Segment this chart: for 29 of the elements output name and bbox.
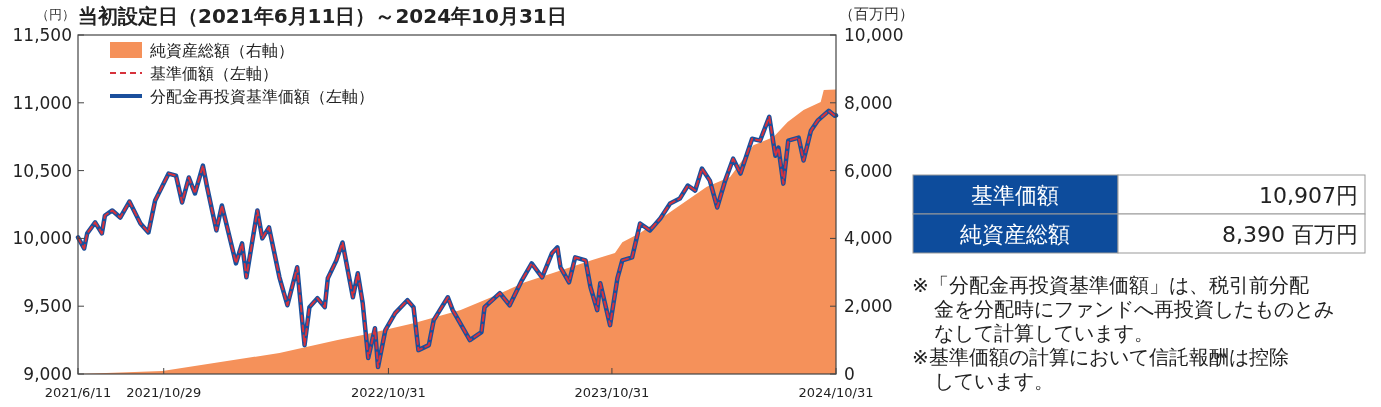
- text: 基準価額: [971, 182, 1059, 208]
- y2-tick-label: 10,000: [844, 24, 904, 45]
- text: 純資産総額: [960, 221, 1070, 247]
- chart-title: 当初設定日（2021年6月11日）～2024年10月31日: [78, 4, 567, 28]
- x-tick-label: 2024/10/31: [798, 385, 874, 400]
- y-tick-label: 11,000: [12, 92, 72, 113]
- text: ※「分配金再投資基準価額」は、税引前分配金を分配時にファンドへ再投資したものとみなして計算しています。: [912, 273, 1334, 345]
- y-tick-label: 10,000: [12, 228, 72, 249]
- y2-tick-label: 4,000: [844, 228, 893, 249]
- y-tick-label: 10,500: [12, 160, 72, 181]
- x-tick-label: 2022/10/31: [350, 385, 426, 400]
- y-axis-title: （円）: [36, 7, 75, 22]
- legend-label: 純資産総額（右軸）: [150, 40, 294, 60]
- y-tick-label: 11,500: [12, 24, 72, 45]
- text: 10,907円: [1259, 182, 1358, 208]
- y2-axis-title: （百万円）: [838, 5, 914, 23]
- y-tick-label: 9,500: [23, 296, 72, 317]
- y2-tick-label: 6,000: [844, 160, 893, 181]
- legend-label: 分配金再投資基準価額（左軸）: [150, 86, 374, 106]
- y-tick-label: 9,000: [23, 363, 72, 384]
- y2-tick-label: 0: [844, 363, 855, 384]
- y2-tick-label: 2,000: [844, 296, 893, 317]
- x-tick-label: 2023/10/31: [574, 385, 650, 400]
- x-tick-label: 2021/10/29: [126, 385, 202, 400]
- x-tick-label: 2021/6/11: [44, 385, 112, 400]
- text: ※基準価額の計算において信託報酬は控除しています。: [912, 345, 1289, 393]
- y2-tick-label: 8,000: [844, 92, 893, 113]
- legend-label: 基準価額（左軸）: [150, 63, 278, 83]
- text: 8,390 百万円: [1222, 221, 1358, 247]
